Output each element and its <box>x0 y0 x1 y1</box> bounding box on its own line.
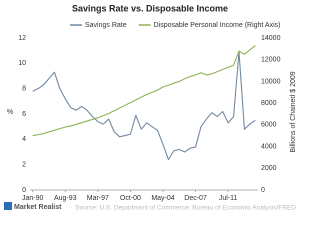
brand-icon <box>4 202 12 210</box>
y-tick-label: 2 <box>22 162 26 169</box>
y-tick-label: 12 <box>18 35 26 42</box>
y-tick-label: 10 <box>18 60 26 67</box>
source: Source: U.S. Department of Commerce: Bur… <box>75 205 296 212</box>
y-tick-label: 8 <box>22 86 26 93</box>
y2-tick-label: 0 <box>261 187 265 194</box>
y2-tick-label: 12000 <box>261 57 281 64</box>
y2-tick-label: 2000 <box>261 165 277 172</box>
x-tick-label: Oct-00 <box>120 195 141 202</box>
legend-label: Savings Rate <box>85 22 127 29</box>
y2-tick-label: 4000 <box>261 143 277 150</box>
y-tick-label: 0 <box>22 187 26 194</box>
brand: Market Realist <box>14 204 62 211</box>
x-tick-label: Mar-97 <box>87 195 109 202</box>
y2-tick-label: 6000 <box>261 122 277 129</box>
x-tick-label: Jul-11 <box>219 195 238 202</box>
y2-tick-label: 8000 <box>261 100 277 107</box>
y2-tick-label: 14000 <box>261 35 281 42</box>
y2-axis-label: Billions of Chained $ 2009 <box>290 71 297 152</box>
y2-tick-label: 10000 <box>261 78 281 85</box>
x-tick-label: Aug-93 <box>54 195 77 202</box>
y-tick-label: 4 <box>22 136 26 143</box>
chart-title: Savings Rate vs. Disposable Income <box>72 3 228 13</box>
x-tick-label: Jan-90 <box>22 195 44 202</box>
x-tick-label: Dec-07 <box>184 195 207 202</box>
x-tick-label: May-04 <box>151 195 174 202</box>
y-tick-label: 6 <box>22 111 26 118</box>
y-axis-label: % <box>7 109 13 116</box>
series-line <box>32 45 256 137</box>
legend-label: Disposable Personal Income (Right Axis) <box>154 22 281 29</box>
chart: Savings Rate vs. Disposable Income % Bil… <box>4 3 297 212</box>
series-line <box>32 51 256 161</box>
